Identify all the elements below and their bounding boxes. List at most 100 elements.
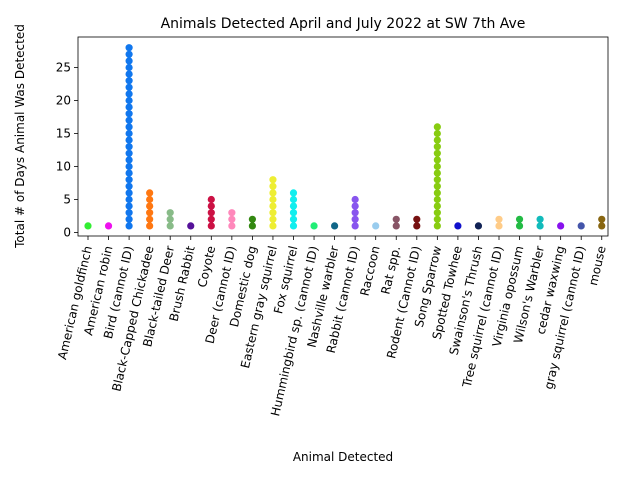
data-point [269, 202, 277, 210]
data-point [269, 176, 277, 184]
chart-title: Animals Detected April and July 2022 at … [161, 16, 526, 32]
data-point [146, 209, 154, 217]
data-point [207, 209, 215, 217]
data-point [413, 215, 421, 223]
data-point [269, 195, 277, 204]
data-point [125, 44, 133, 52]
data-point [269, 189, 277, 197]
data-point [125, 50, 133, 58]
data-point [125, 182, 133, 190]
data-point [166, 222, 174, 230]
data-point [125, 57, 133, 65]
y-tick-label: 0 [63, 226, 71, 240]
data-point [207, 215, 215, 223]
data-point [495, 222, 503, 230]
data-point [207, 222, 215, 230]
data-point [536, 222, 544, 230]
data-point [392, 222, 400, 230]
data-point [187, 222, 195, 230]
data-point [125, 103, 133, 111]
data-point [474, 222, 483, 230]
data-point [577, 222, 585, 230]
data-point [125, 195, 133, 204]
data-point [433, 182, 441, 190]
data-point [351, 202, 359, 210]
y-tick-label: 10 [56, 160, 71, 174]
data-point [515, 222, 524, 230]
y-tick-label: 5 [63, 193, 71, 207]
data-point [433, 129, 441, 138]
data-point [433, 143, 441, 151]
y-tick-label: 15 [56, 127, 71, 141]
data-point [125, 143, 133, 151]
data-point [146, 195, 154, 204]
data-point [289, 189, 298, 197]
data-point [125, 215, 133, 223]
data-point [166, 209, 174, 217]
data-point [289, 215, 298, 223]
data-point [495, 215, 503, 223]
data-point [125, 83, 133, 91]
data-point [125, 70, 133, 78]
data-point [351, 222, 359, 230]
data-point [536, 215, 544, 223]
data-point [289, 222, 298, 230]
data-point [125, 123, 133, 131]
data-point [433, 176, 441, 184]
data-point [248, 222, 256, 230]
data-point [146, 215, 154, 223]
data-point [207, 195, 215, 204]
y-axis: 0 5 10 15 20 25 [56, 61, 78, 240]
data-point [433, 123, 441, 131]
data-point [351, 195, 359, 204]
data-point [166, 215, 174, 223]
data-point [433, 215, 441, 223]
plot-frame [77, 36, 609, 237]
y-tick-label: 25 [56, 61, 71, 75]
data-point [433, 202, 441, 210]
y-tick-label: 20 [56, 94, 71, 108]
data-point [269, 215, 277, 223]
data-point [433, 209, 441, 217]
data-point [433, 222, 441, 230]
data-point [310, 222, 318, 230]
data-point [125, 63, 133, 72]
data-point [289, 195, 298, 204]
data-point [125, 77, 133, 85]
data-point [207, 202, 215, 210]
data-point [146, 222, 154, 230]
data-point [289, 209, 298, 217]
data-point [146, 202, 154, 210]
data-point [125, 162, 133, 171]
data-point [331, 222, 339, 230]
data-point [392, 215, 400, 223]
data-point [125, 209, 133, 217]
data-point [125, 202, 133, 210]
data-point [433, 169, 441, 177]
data-point [433, 189, 441, 197]
data-point [125, 136, 133, 144]
data-point [125, 90, 133, 98]
data-point [433, 195, 441, 204]
data-point [125, 169, 133, 177]
data-point [598, 222, 606, 230]
y-axis-label: Total # of Days Animal Was Detected [13, 24, 27, 249]
data-point [125, 129, 133, 138]
data-point [228, 209, 236, 217]
data-point [228, 222, 236, 230]
data-point [598, 215, 606, 223]
data-point [557, 222, 565, 230]
data-point [104, 222, 113, 230]
data-point [454, 222, 462, 230]
data-point [125, 116, 133, 124]
data-point [372, 222, 380, 230]
data-point [269, 182, 277, 190]
data-point [125, 110, 133, 118]
data-point [146, 189, 154, 197]
data-point [269, 222, 277, 230]
data-point [269, 209, 277, 217]
data-point [351, 209, 359, 217]
data-point [125, 222, 133, 230]
